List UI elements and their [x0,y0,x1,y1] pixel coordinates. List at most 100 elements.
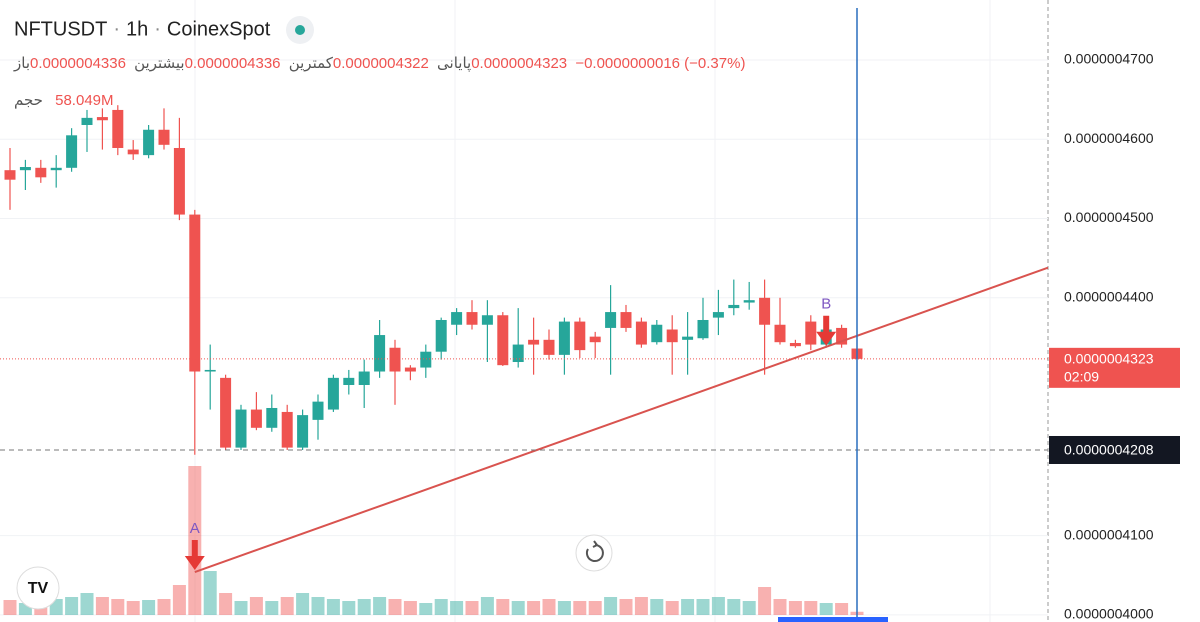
candle-body [589,336,601,343]
candle-body [789,342,801,347]
candle-body [281,411,293,448]
close-value: 0.0000004323 [471,55,568,72]
candles [4,105,863,455]
candle-body [389,347,401,372]
volume-bar [157,599,171,615]
volume-bar [634,597,648,615]
volume-bar [804,601,818,615]
candle-body [697,319,709,339]
candle-body [774,324,786,343]
annotation-label: A [190,520,200,537]
candle-body [4,170,16,180]
open-value: 0.0000004336 [30,55,126,72]
candle-body [96,117,108,121]
volume-bar [126,601,140,615]
candle-body [712,312,724,318]
high-label: بیشترین [134,55,185,72]
trendline [194,266,1049,574]
volume-bar [65,597,79,615]
y-tick-label: 0.0000004400 [1064,289,1154,305]
grid [0,59,1048,616]
volume-bar [219,593,233,615]
volume-label: حجم [14,92,43,109]
candle-body [50,167,62,171]
y-tick-label: 0.0000004500 [1064,209,1154,225]
plot-bg [0,0,1048,622]
volume-bar [373,597,387,615]
low-label: کمترین [288,55,333,72]
y-tick-label: 0.0000004100 [1064,526,1154,542]
volume-bar [450,601,464,615]
volume-bar [311,597,325,615]
volume-bar [650,599,664,615]
candle-body [112,109,124,148]
volume-bar [619,599,633,615]
candle-body [497,315,509,366]
y-tick-label: 0.0000004700 [1064,51,1154,67]
last-price-label: 0.0000004323 [1064,351,1154,367]
candle-body [512,344,524,363]
last-price-tag [1049,347,1180,388]
volume-bar [773,599,787,615]
volume-bar [758,587,772,615]
candle-body [312,401,324,420]
replay-button[interactable] [575,534,613,572]
volume-bar [480,597,494,615]
candle-body [420,351,432,368]
candle-body [682,336,694,340]
candle-body [327,377,339,410]
y-tick-label: 0.0000004600 [1064,130,1154,146]
candle-body [728,304,740,309]
countdown: 02:09 [1064,369,1099,385]
candle-body [66,135,78,168]
volume-bar [326,599,340,615]
logo[interactable] [16,566,60,610]
candle-body [81,117,93,126]
volume-bar [95,597,109,615]
candle-body [451,312,463,325]
candle-body [173,147,185,215]
volume-bar [403,601,417,615]
candle-body [466,312,478,325]
change: −0.0000000016 (−0.37%) [575,55,746,72]
candle-body [620,312,632,328]
volume-bar [280,597,294,615]
candle-body [343,377,355,385]
candle-body [189,214,201,372]
candle-body [574,321,586,351]
volume [3,466,864,615]
volume-bar [80,593,94,615]
y-tick-label: 0.0000004000 [1064,606,1154,622]
low-value: 0.0000004322 [332,55,429,72]
volume-bar [465,601,479,615]
volume-bar [234,601,248,615]
candle-body [528,339,540,345]
candle-body [435,319,447,352]
volume-bar [542,599,556,615]
volume-bar [527,601,541,615]
volume-bar [681,599,695,615]
candle-body [759,297,771,325]
candle-body [635,321,647,345]
candle-body [250,409,262,428]
volume-bar [665,601,679,615]
arrow [184,540,205,571]
candle-body [297,415,309,448]
volume-bar [711,597,725,615]
candle-body [805,321,817,345]
volume-bar [496,599,510,615]
volume-bar [727,599,741,615]
candle-body [358,371,370,385]
candle-body [158,129,170,145]
arrow [816,315,837,346]
volume-bar [557,601,571,615]
open-label: باز [14,55,30,72]
volume-bar [342,601,356,615]
symbol: NFTUSDT [14,18,108,41]
status [285,16,314,44]
volume-bar [296,593,310,615]
volume-bar [788,601,802,615]
overlay: AB [0,8,1049,622]
ohlc-line: باز0.0000004336 بیشترین0.0000004336 کمتر… [14,54,749,72]
